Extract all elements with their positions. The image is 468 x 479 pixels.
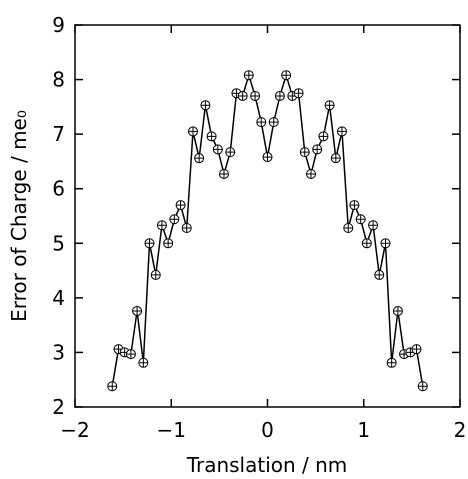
y-tick-label: 6 xyxy=(52,177,65,201)
y-tick-label: 2 xyxy=(52,395,65,419)
data-point xyxy=(299,147,310,158)
data-point xyxy=(262,152,273,163)
data-point xyxy=(218,168,229,179)
data-point xyxy=(243,70,254,81)
data-point xyxy=(355,214,366,225)
data-point xyxy=(188,126,199,137)
data-point xyxy=(144,238,155,249)
x-axis-label: Translation / nm xyxy=(186,453,348,477)
data-point xyxy=(206,131,217,142)
data-point xyxy=(368,220,379,231)
y-tick-label: 7 xyxy=(52,122,65,146)
data-point xyxy=(380,238,391,249)
data-point xyxy=(150,269,161,280)
data-point xyxy=(212,144,223,155)
data-point xyxy=(268,117,279,128)
y-tick-label: 4 xyxy=(52,286,65,310)
x-tick-label: −2 xyxy=(60,418,89,442)
data-point xyxy=(200,100,211,111)
data-point xyxy=(374,269,385,280)
data-point xyxy=(250,90,261,101)
data-point xyxy=(225,147,236,158)
data-point xyxy=(181,223,192,234)
data-point xyxy=(324,100,335,111)
data-line xyxy=(111,72,424,387)
data-point xyxy=(194,153,205,164)
data-point xyxy=(293,88,304,99)
data-point xyxy=(156,220,167,231)
data-point xyxy=(349,200,360,211)
data-point xyxy=(343,223,354,234)
x-tick-label: 0 xyxy=(261,418,274,442)
data-point xyxy=(256,117,267,128)
data-point xyxy=(312,144,323,155)
data-point xyxy=(318,131,329,142)
y-tick-label: 5 xyxy=(52,231,65,255)
data-point xyxy=(138,357,149,368)
data-point xyxy=(417,381,428,392)
data-point xyxy=(175,200,186,211)
x-tick-label: 2 xyxy=(454,418,467,442)
data-point xyxy=(274,90,285,101)
x-tick-label: −1 xyxy=(157,418,186,442)
data-point xyxy=(132,305,143,316)
data-point xyxy=(306,168,317,179)
data-point xyxy=(392,305,403,316)
y-tick-label: 8 xyxy=(52,68,65,92)
y-tick-label: 9 xyxy=(52,13,65,37)
y-axis-label: Error of Charge / me₀ xyxy=(7,110,31,322)
data-point xyxy=(361,238,372,249)
data-point xyxy=(411,344,422,355)
data-point xyxy=(336,126,347,137)
data-point xyxy=(125,349,136,360)
data-point xyxy=(163,238,174,249)
data-point xyxy=(107,381,118,392)
data-point xyxy=(386,357,397,368)
data-point xyxy=(330,153,341,164)
y-tick-label: 3 xyxy=(52,340,65,364)
data-point xyxy=(169,214,180,225)
data-point xyxy=(281,70,292,81)
x-tick-label: 1 xyxy=(357,418,370,442)
data-point xyxy=(237,90,248,101)
